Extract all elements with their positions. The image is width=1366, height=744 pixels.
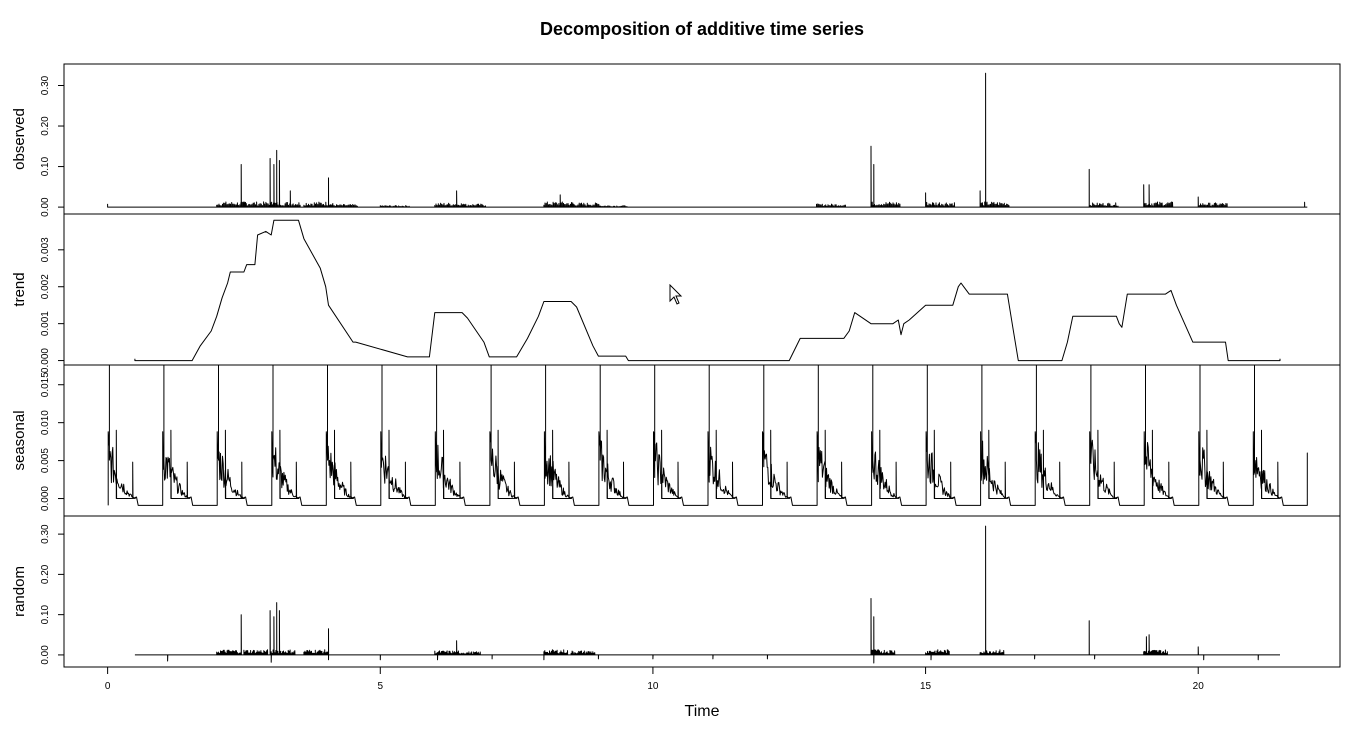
plot-layer: observed 0.00 0.10 0.20 0.30 trend 0.000 0.001 0… [11,63,1341,668]
y-tick-label-observed: 0.20 [40,116,51,136]
y-axis-label-trend: trend [11,272,28,306]
y-axis-label-seasonal: seasonal [11,410,28,470]
mouse-pointer-icon [669,284,683,305]
y-tick-label-observed: 0.30 [40,75,51,95]
x-tick-label: 20 [1193,681,1205,692]
x-tick-label: 15 [920,681,932,692]
y-tick-label-seasonal: 0.000 [40,486,51,511]
y-axis-label-observed: observed [11,108,28,170]
series-line-observed [107,72,1308,208]
x-tick-label: 5 [377,681,383,692]
y-tick-label-random: 0.20 [40,564,51,584]
x-axis-label: Time [685,703,720,720]
y-tick-label-seasonal: 0.015 [40,372,51,397]
y-tick-label-random: 0.30 [40,524,51,544]
y-tick-label-observed: 0.10 [40,156,51,176]
y-tick-label-seasonal: 0.010 [40,410,51,435]
panel-frame-trend [63,213,1341,366]
y-tick-label-seasonal: 0.005 [40,448,51,473]
y-tick-label-trend: 0.001 [40,311,51,336]
x-tick-label: 10 [647,681,659,692]
chart-title: Decomposition of additive time series [540,19,864,39]
y-tick-label-trend: 0.000 [40,348,51,373]
x-tick-label: 0 [105,681,111,692]
series-line-seasonal [107,364,1308,506]
panel-random: random 0.00 0.10 0.20 0.30 [11,515,1341,668]
x-axis: 0 5 10 15 20 [105,666,1205,692]
y-tick-label-random: 0.10 [40,604,51,624]
y-tick-label-random: 0.00 [40,645,51,665]
y-tick-label-trend: 0.002 [40,274,51,299]
series-line-random [134,525,1280,664]
panel-seasonal: seasonal 0.000 0.005 0.010 0.015 [11,364,1341,517]
y-axis-label-random: random [11,566,28,617]
y-tick-label-observed: 0.00 [40,197,51,217]
y-tick-label-trend: 0.003 [40,237,51,262]
panel-frame-seasonal [63,364,1341,517]
panel-observed: observed 0.00 0.10 0.20 0.30 [11,63,1341,217]
series-line-trend [134,219,1281,362]
